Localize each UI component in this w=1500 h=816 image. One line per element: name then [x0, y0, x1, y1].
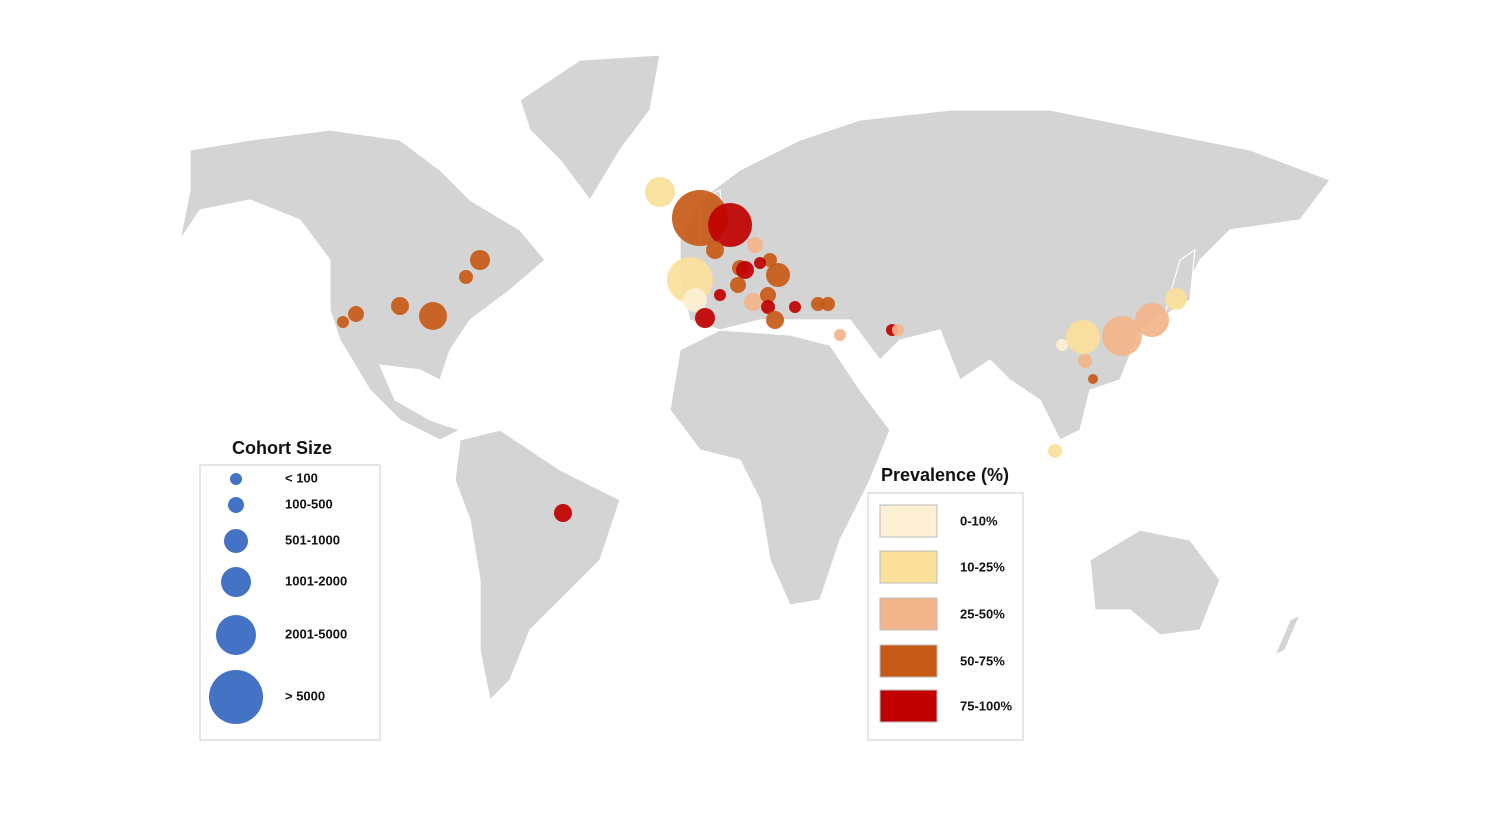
size-label: < 100 [285, 470, 318, 485]
cohort-bubble [763, 253, 777, 267]
cohort-bubble [766, 263, 790, 287]
cohort-bubble [1056, 339, 1068, 351]
cohort-bubble [1048, 444, 1062, 458]
new-zealand [1273, 613, 1302, 657]
prevalence-label: 0-10% [960, 513, 998, 528]
cohort-bubble [789, 301, 801, 313]
australia [1089, 529, 1221, 636]
cohort-bubble [714, 289, 726, 301]
cohort-bubble [470, 250, 490, 270]
cohort-bubble [1102, 316, 1142, 356]
cohort-bubble [695, 308, 715, 328]
eurasia [679, 109, 1331, 441]
africa [669, 329, 891, 606]
prevalence-label: 75-100% [960, 698, 1012, 713]
prevalence-label: 25-50% [960, 606, 1005, 621]
cohort-bubble [348, 306, 364, 322]
cohort-bubble [337, 316, 349, 328]
cohort-bubble [645, 177, 675, 207]
cohort-bubble [391, 297, 409, 315]
size-label: 501-1000 [285, 532, 340, 547]
cohort-bubble [1088, 374, 1098, 384]
cohort-bubble [811, 297, 825, 311]
cohort-bubble [683, 288, 707, 312]
size-swatch [216, 615, 256, 655]
size-label: 1001-2000 [285, 573, 347, 588]
cohort-bubble [736, 261, 754, 279]
prevalence-swatch [879, 550, 938, 584]
cohort-bubble [747, 237, 763, 253]
size-swatch [228, 497, 244, 513]
bubbles [337, 177, 1187, 522]
size-swatch [209, 670, 263, 724]
cohort-bubble [708, 203, 752, 247]
prevalence-label: 10-25% [960, 559, 1005, 574]
size-swatch [224, 529, 248, 553]
cohort-bubble [1066, 320, 1100, 354]
size-label: > 5000 [285, 688, 325, 703]
cohort-bubble [554, 504, 572, 522]
prevalence-legend-title: Prevalence (%) [881, 465, 1009, 485]
size-swatch [221, 567, 251, 597]
cohort-bubble [754, 257, 766, 269]
cohort-bubble [1078, 354, 1092, 368]
greenland [519, 54, 661, 202]
cohort-bubble [760, 287, 776, 303]
cohort-bubble [419, 302, 447, 330]
prevalence-swatch [879, 689, 938, 723]
north-america [179, 129, 546, 441]
land [179, 54, 1331, 702]
cohort-bubble [766, 311, 784, 329]
cohort-bubble [1135, 303, 1169, 337]
cohort-bubble [761, 300, 775, 314]
prevalence-swatch [879, 597, 938, 631]
prevalence-swatch [879, 504, 938, 538]
cohort-legend-title: Cohort Size [232, 438, 332, 458]
cohort-bubble [744, 293, 762, 311]
south-america [454, 429, 621, 702]
cohort-bubble [834, 329, 846, 341]
prevalence-label: 50-75% [960, 653, 1005, 668]
cohort-bubble [730, 277, 746, 293]
cohort-bubble [1165, 288, 1187, 310]
cohort-bubble [706, 241, 724, 259]
cohort-bubble [459, 270, 473, 284]
prevalence-swatch [879, 644, 938, 678]
size-label: 2001-5000 [285, 626, 347, 641]
size-label: 100-500 [285, 496, 333, 511]
cohort-bubble [821, 297, 835, 311]
cohort-bubble [892, 324, 904, 336]
size-swatch [230, 473, 242, 485]
